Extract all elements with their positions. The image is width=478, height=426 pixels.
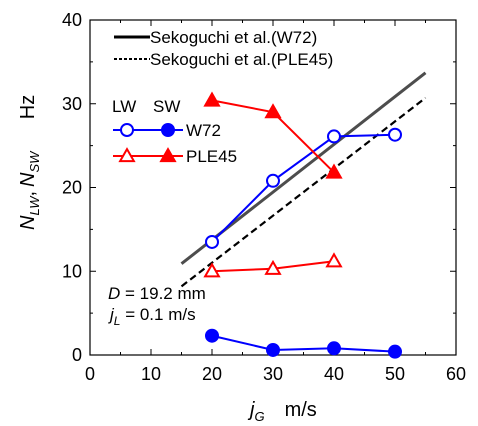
x-tick-label: 60 (446, 364, 466, 384)
legend-marker-sw (159, 147, 177, 163)
correlation-line-ple45 (180, 97, 427, 288)
y-axis-title-s1: LW (27, 195, 42, 216)
y-axis-title: NLW,NSW (17, 150, 42, 230)
y-tick-label: 10 (62, 261, 82, 281)
y-axis-unit: Hz (17, 95, 39, 119)
series-w72-sw-point (388, 344, 402, 359)
annotation-diameter: D = 19.2 mm (108, 284, 206, 303)
series-w72-sw-line (211, 334, 396, 353)
y-tick-label: 20 (62, 178, 82, 198)
annotation-jl-sub: L (114, 314, 121, 328)
series-w72-sw-point (327, 341, 341, 356)
series-ple45-lw-point (203, 262, 221, 278)
x-axis-title-unit: m/s (285, 399, 317, 421)
series-w72-sw-point (205, 328, 219, 343)
series-w72-lw-point (266, 173, 280, 188)
series-w72-sw-point (266, 342, 280, 357)
series-ple45-sw-point (325, 163, 343, 179)
series-ple45-sw-point (203, 91, 221, 107)
legend-marker-lw (120, 123, 134, 137)
series-ple45-lw-point (325, 252, 343, 268)
legend-marker-sw (161, 123, 175, 137)
legend-header-sw: SW (153, 97, 180, 116)
legend-line-label: Sekoguchi et al.(W72) (150, 28, 317, 47)
legend-marker-label: W72 (186, 121, 221, 140)
series-w72-lw-point (388, 127, 402, 142)
y-axis-title-n1: N (17, 215, 39, 230)
annotation-diameter-symbol: D (108, 284, 120, 303)
annotation-jl-value: = 0.1 m/s (120, 305, 195, 324)
legend-marker-lw (118, 147, 136, 163)
legend-header-lw: LW (112, 97, 136, 116)
legend-marker-label: PLE45 (186, 147, 237, 166)
x-axis-title-sub: G (254, 409, 264, 424)
x-tick-label: 0 (85, 364, 95, 384)
x-tick-label: 40 (324, 364, 344, 384)
x-axis-title-main: j (247, 399, 255, 421)
annotation-liquid-velocity: jL = 0.1 m/s (108, 305, 196, 328)
x-tick-label: 10 (141, 364, 161, 384)
annotation-diameter-value: = 19.2 mm (120, 284, 206, 303)
x-axis-title: jG m/s (247, 399, 317, 424)
series-w72-lw-point (327, 129, 341, 144)
series-ple45-lw-point (264, 259, 282, 275)
x-tick-label: 30 (263, 364, 283, 384)
legend-line-label: Sekoguchi et al.(PLE45) (150, 50, 333, 69)
annotation-jl-main: j (108, 305, 115, 324)
y-tick-label: 30 (62, 94, 82, 114)
x-tick-label: 20 (202, 364, 222, 384)
y-tick-label: 0 (72, 345, 82, 365)
y-axis-title-s2: SW (27, 150, 42, 173)
series-w72-lw-point (205, 234, 219, 249)
series-w72-lw-line (211, 133, 396, 243)
y-tick-label: 40 (62, 10, 82, 30)
series-ple45-sw-point (264, 103, 282, 119)
y-axis-title-n2: N (17, 172, 39, 187)
y-axis-title-comma: , (17, 191, 39, 197)
x-tick-label: 50 (385, 364, 405, 384)
